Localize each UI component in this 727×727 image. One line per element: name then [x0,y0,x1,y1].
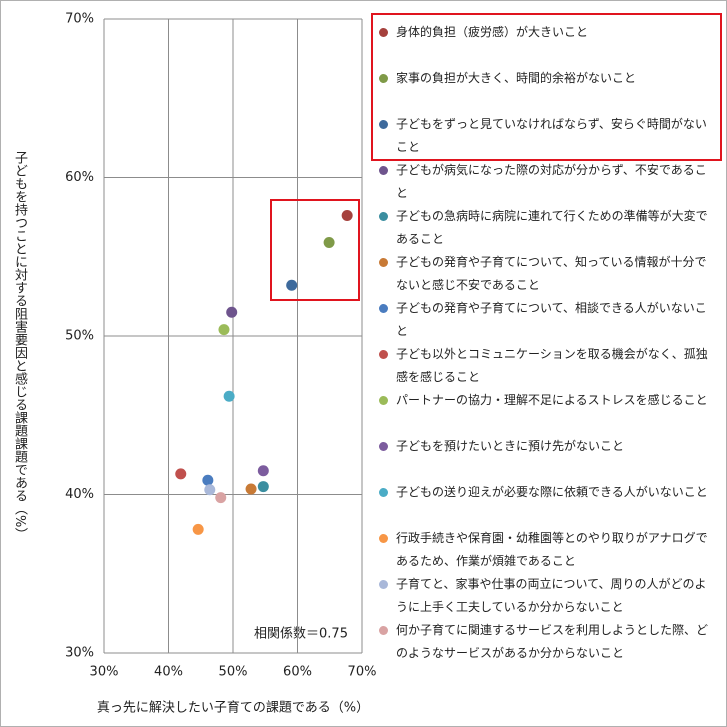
point [323,236,335,248]
legend-marker [379,166,388,175]
legend-marker [379,74,388,83]
y-tick-label: 50% [65,329,94,344]
legend-marker [379,212,388,221]
legend-label: 子どもの送り迎えが必要な際に依頼できる人がいないこと [396,485,708,499]
legend-entry: 子ども以外とコミュニケーションを取る機会がなく、孤独感を感じること [377,343,713,389]
point [286,279,298,291]
point [245,483,257,495]
legend-marker [379,258,388,267]
legend-label: 行政手続きや保育園・幼稚園等とのやり取りがアナログであるため、作業が煩雑であるこ… [396,531,708,568]
x-tick-label: 50% [219,665,248,680]
legend-marker [379,350,388,359]
legend-marker [379,442,388,451]
point [341,210,353,222]
x-tick-label: 60% [283,665,312,680]
legend-label: 身体的負担（疲労感）が大きいこと [396,25,589,39]
legend-label: 子どもの急病時に病院に連れて行くための準備等が大変であること [396,209,708,246]
legend-entry: パートナーの協力・理解不足によるストレスを感じること [377,389,713,435]
y-tick-label: 40% [65,487,94,502]
legend-label: 子育てと、家事や仕事の両立について、周りの人がどのように上手く工夫しているか分か… [396,577,707,614]
legend-entry: 子どもの発育や子育てについて、相談できる人がいないこと [377,297,713,343]
point [215,492,227,504]
highlight-box [371,13,722,161]
legend: 身体的負担（疲労感）が大きいこと 家事の負担が大きく、時間的余裕がないこと 子どもを… [377,21,713,665]
legend-marker [379,580,388,589]
point [202,474,214,486]
legend-marker [379,396,388,405]
legend-entry: 子どもの送り迎えが必要な際に依頼できる人がいないこと [377,481,713,527]
legend-entry: 子育てと、家事や仕事の両立について、周りの人がどのように上手く工夫しているか分か… [377,573,713,619]
legend-label: 子ども以外とコミュニケーションを取る機会がなく、孤独感を感じること [396,347,708,384]
legend-marker [379,626,388,635]
point [257,465,269,477]
highlight-box [270,199,360,301]
legend-label: 子どもを預けたいときに預け先がないこと [396,439,625,453]
legend-entry: 行政手続きや保育園・幼稚園等とのやり取りがアナログであるため、作業が煩雑であるこ… [377,527,713,573]
legend-entry: 家事の負担が大きく、時間的余裕がないこと [377,67,713,113]
legend-marker [379,120,388,129]
point [192,523,204,535]
point [257,481,269,493]
legend-entry: 子どもを預けたいときに預け先がないこと [377,435,713,481]
y-tick-label: 30% [65,646,94,661]
x-axis-title: 真っ先に解決したい子育ての課題である（%） [97,700,369,716]
point [226,306,238,318]
legend-label: 子どもの発育や子育てについて、相談できる人がいないこと [396,301,707,338]
legend-marker [379,534,388,543]
x-tick-label: 40% [154,665,183,680]
legend-marker [379,488,388,497]
legend-entry: 子どもをずっと見ていなければならず、安らぐ時間がないこと [377,113,713,159]
legend-entry: 子どもの急病時に病院に連れて行くための準備等が大変であること [377,205,713,251]
y-tick-label: 70% [65,12,94,27]
annotation: 相関係数＝0.75 [254,627,348,642]
legend-label: 子どもをずっと見ていなければならず、安らぐ時間がないこと [396,117,707,154]
point [175,468,187,480]
legend-marker [379,28,388,37]
x-tick-label: 70% [348,665,377,680]
point [218,324,230,336]
point [204,484,216,496]
x-tick-label: 30% [90,665,119,680]
legend-marker [379,304,388,313]
legend-label: 子どもの発育や子育てについて、知っている情報が十分でないと感じ不安であること [396,255,707,292]
y-axis-title: 子どもを持つことに対する阻害要因と感じる課題課題である（%） [12,151,27,541]
y-tick-label: 60% [65,170,94,185]
legend-label: パートナーの協力・理解不足によるストレスを感じること [396,393,708,407]
legend-label: 子どもが病気になった際の対応が分からず、不安であること [396,163,707,200]
legend-entry: 何か子育てに関連するサービスを利用しようとした際、どのようなサービスがあるか分か… [377,619,713,665]
legend-label: 何か子育てに関連するサービスを利用しようとした際、どのようなサービスがあるか分か… [396,623,709,660]
legend-label: 家事の負担が大きく、時間的余裕がないこと [396,71,637,85]
legend-entry: 子どもが病気になった際の対応が分からず、不安であること [377,159,713,205]
legend-entry: 身体的負担（疲労感）が大きいこと [377,21,713,67]
point [223,390,235,402]
legend-entry: 子どもの発育や子育てについて、知っている情報が十分でないと感じ不安であること [377,251,713,297]
